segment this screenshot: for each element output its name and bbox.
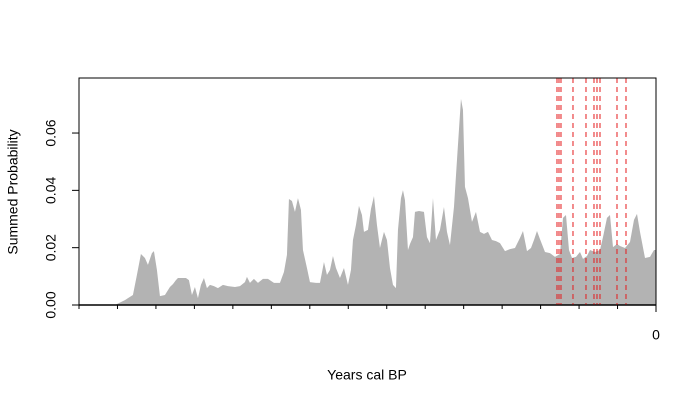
x-axis-title: Years cal BP [327, 367, 407, 383]
plot-box [78, 77, 657, 306]
y-tick-label: 0.02 [43, 234, 59, 261]
y-tick-label: 0.04 [43, 177, 59, 204]
area [79, 98, 656, 306]
y-tick-label: 0.00 [43, 291, 59, 318]
y-axis-title: Summed Probability [5, 129, 21, 254]
x-tick-label: 0 [652, 327, 660, 343]
y-tick-label: 0.06 [43, 119, 59, 146]
